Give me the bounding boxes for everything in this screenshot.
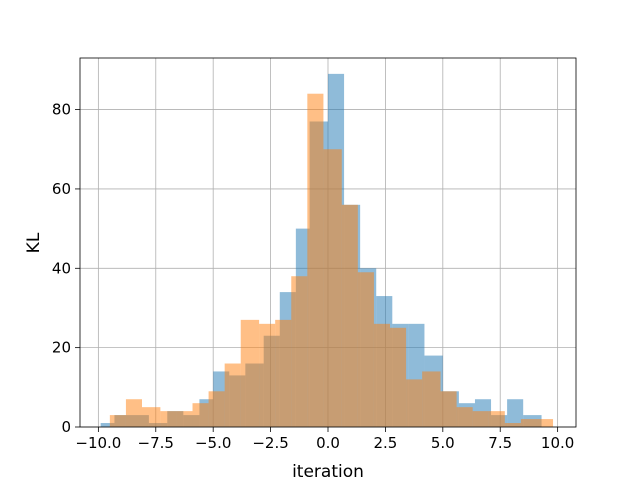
histogram-bar — [307, 93, 324, 427]
histogram-bar — [224, 363, 241, 427]
histogram-bar — [504, 423, 521, 427]
x-tick-label: −2.5 — [252, 434, 288, 452]
histogram-bar — [109, 415, 126, 427]
histogram-bar — [176, 411, 193, 427]
histogram-bar — [192, 403, 209, 427]
histogram-bar — [373, 323, 390, 427]
histogram-bar — [160, 411, 177, 427]
histogram-bar — [440, 391, 457, 427]
x-axis-ticks: −10.0 −7.5 −5.0 −2.5 0.0 2.5 5.0 7.5 10.0 — [75, 427, 574, 452]
x-tick-label: −5.0 — [195, 434, 231, 452]
y-tick-label: 20 — [52, 339, 71, 357]
y-axis-label: KL — [24, 232, 44, 253]
histogram-bar — [488, 411, 505, 427]
y-tick-label: 60 — [52, 180, 71, 198]
histogram-bar — [520, 419, 537, 427]
histogram-bar — [291, 276, 308, 427]
x-tick-label: 0.0 — [316, 434, 340, 452]
histogram-series-2 — [109, 93, 554, 428]
x-tick-label: −7.5 — [138, 434, 174, 452]
x-tick-label: −10.0 — [75, 434, 121, 452]
histogram-bar — [142, 407, 161, 427]
y-tick-label: 0 — [61, 418, 71, 436]
histogram-bar — [125, 399, 142, 427]
x-tick-label: 7.5 — [488, 434, 512, 452]
histogram-bars — [100, 73, 554, 428]
histogram-bar — [422, 371, 441, 427]
histogram-bar — [240, 319, 260, 427]
histogram-bar — [357, 272, 374, 427]
histogram-bar — [275, 319, 292, 427]
x-tick-label: 2.5 — [373, 434, 397, 452]
x-tick-label: 5.0 — [431, 434, 455, 452]
y-tick-label: 80 — [52, 101, 71, 119]
x-tick-label: 10.0 — [541, 434, 574, 452]
histogram-bar — [536, 419, 554, 427]
histogram-bar — [341, 204, 358, 427]
y-axis-ticks: 0 20 40 60 80 — [52, 101, 80, 436]
histogram-bar — [456, 407, 473, 427]
x-axis-label: iteration — [292, 462, 364, 480]
histogram-bar — [472, 411, 489, 427]
histogram-bar — [406, 379, 423, 427]
histogram-bar — [390, 327, 407, 427]
histogram-bar — [100, 423, 115, 427]
y-tick-label: 40 — [52, 259, 71, 277]
histogram-bar — [323, 149, 342, 428]
histogram-bar — [208, 391, 225, 427]
histogram-bar — [259, 323, 276, 427]
histogram-bar — [507, 399, 524, 427]
